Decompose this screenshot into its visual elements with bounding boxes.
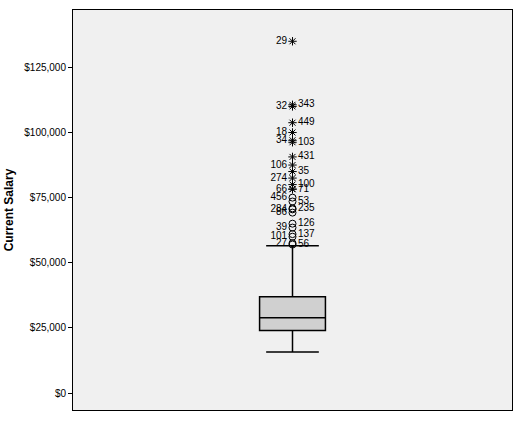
svg-text:35: 35: [298, 165, 310, 176]
svg-text:$50,000: $50,000: [30, 257, 67, 268]
svg-text:29: 29: [276, 35, 288, 46]
svg-text:449: 449: [298, 116, 315, 127]
svg-text:343: 343: [298, 98, 315, 109]
svg-text:106: 106: [270, 159, 287, 170]
svg-text:27: 27: [276, 237, 288, 248]
svg-text:431: 431: [298, 150, 315, 161]
svg-text:235: 235: [298, 202, 315, 213]
svg-text:274: 274: [270, 172, 287, 183]
svg-text:32: 32: [276, 100, 288, 111]
svg-text:456: 456: [270, 191, 287, 202]
svg-text:39: 39: [276, 221, 288, 232]
svg-text:137: 137: [298, 228, 315, 239]
svg-text:$25,000: $25,000: [30, 322, 67, 333]
svg-text:$125,000: $125,000: [24, 62, 66, 73]
svg-text:103: 103: [298, 136, 315, 147]
svg-text:53: 53: [298, 195, 310, 206]
svg-text:100: 100: [298, 178, 315, 189]
svg-text:18: 18: [276, 126, 288, 137]
svg-text:$100,000: $100,000: [24, 127, 66, 138]
svg-text:$0: $0: [55, 388, 67, 399]
svg-text:126: 126: [298, 217, 315, 228]
svg-text:101: 101: [270, 230, 287, 241]
svg-text:71: 71: [298, 183, 310, 194]
svg-text:$75,000: $75,000: [30, 192, 67, 203]
svg-text:56: 56: [298, 238, 310, 249]
svg-text:284: 284: [270, 203, 287, 214]
svg-text:66: 66: [276, 183, 288, 194]
svg-text:Current Salary: Current Salary: [2, 168, 16, 251]
svg-text:34: 34: [276, 134, 288, 145]
svg-text:86: 86: [276, 206, 288, 217]
